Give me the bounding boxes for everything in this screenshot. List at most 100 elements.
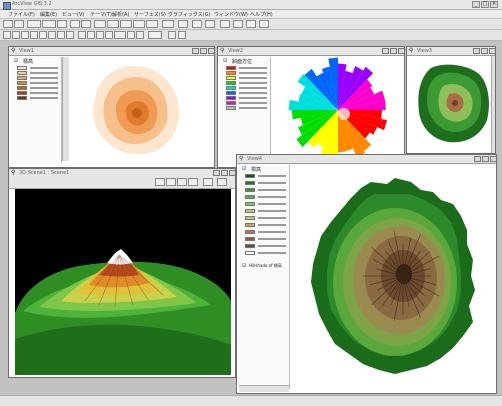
draw-tool-dropdown[interactable]: [114, 31, 126, 39]
view1-window[interactable]: ⚲ View1 ☑ 標高: [8, 46, 215, 168]
legend-swatch[interactable]: [245, 223, 255, 227]
view3-close-button[interactable]: [489, 48, 495, 54]
legend-swatch[interactable]: [226, 106, 236, 110]
zoom-previous-button[interactable]: [162, 20, 174, 28]
legend-swatch[interactable]: [226, 96, 236, 100]
query-builder-button[interactable]: [81, 20, 91, 28]
help-button[interactable]: [205, 20, 215, 28]
hotlink-tool[interactable]: [78, 31, 86, 39]
view3-minimize-button[interactable]: [473, 48, 480, 54]
zoom-to-themes-button[interactable]: [107, 20, 119, 28]
menu-graphics[interactable]: グラフィックス(G): [168, 12, 211, 18]
view4-table-of-contents[interactable]: ☑ 標高 ☑ Hillshade of 標高: [239, 165, 290, 389]
zoom-out-button[interactable]: [146, 20, 158, 28]
legend-swatch[interactable]: [226, 71, 236, 75]
view3-title-bar[interactable]: ⚲ View3: [407, 47, 495, 56]
zoom-in-tool[interactable]: [39, 31, 47, 39]
menu-file[interactable]: ファイル(F): [8, 12, 35, 18]
view3-scrollbar[interactable]: [491, 56, 495, 153]
label-tool[interactable]: [96, 31, 104, 39]
theme-checkbox[interactable]: ☑: [14, 58, 19, 64]
text-tool[interactable]: [105, 31, 113, 39]
scene-zoom-button[interactable]: [166, 178, 176, 186]
scene-navigate-button[interactable]: [155, 178, 165, 186]
view1-title-bar[interactable]: ⚲ View1: [9, 47, 214, 56]
legend-swatch[interactable]: [245, 188, 255, 192]
view1-close-button[interactable]: [208, 48, 214, 54]
legend-swatch[interactable]: [245, 237, 255, 241]
view1-map-canvas[interactable]: [63, 56, 206, 161]
zoom-to-selected-button[interactable]: [120, 20, 132, 28]
legend-swatch[interactable]: [245, 181, 255, 185]
zoom-out-tool[interactable]: [48, 31, 56, 39]
view3-window[interactable]: ⚲ View3: [406, 46, 496, 154]
edit-legend-button[interactable]: [42, 20, 56, 28]
view2-close-button[interactable]: [398, 48, 404, 54]
legend-swatch[interactable]: [17, 76, 27, 80]
vertex-edit-tool[interactable]: [21, 31, 29, 39]
view2-maximize-button[interactable]: [390, 48, 397, 54]
legend-swatch[interactable]: [17, 71, 27, 75]
menu-analysis[interactable]: 解析(A): [112, 12, 130, 18]
view4-legend-hscrollbar[interactable]: [239, 385, 289, 392]
menu-help[interactable]: ヘルプ(H): [250, 12, 273, 18]
legend-swatch[interactable]: [245, 202, 255, 206]
scene-minimize-button[interactable]: [213, 170, 220, 176]
clear-selection-button[interactable]: [192, 20, 202, 28]
pointer-tool[interactable]: [3, 31, 11, 39]
view4-title-bar[interactable]: ⚲ View4: [237, 155, 496, 164]
legend-swatch[interactable]: [226, 91, 236, 95]
theme-checkbox[interactable]: ☑: [242, 263, 247, 269]
legend-swatch[interactable]: [245, 209, 255, 213]
add-theme-button[interactable]: [14, 20, 24, 28]
legend-swatch[interactable]: [245, 216, 255, 220]
legend-swatch[interactable]: [226, 76, 236, 80]
view4-maximize-button[interactable]: [482, 156, 489, 162]
legend-swatch[interactable]: [226, 86, 236, 90]
legend-swatch[interactable]: [245, 174, 255, 178]
scene-full-extent-button[interactable]: [203, 178, 213, 186]
hotlink-button[interactable]: [233, 20, 243, 28]
legend-swatch[interactable]: [226, 81, 236, 85]
menu-surface[interactable]: サーフェス(S): [134, 12, 166, 18]
theme-checkbox[interactable]: ☑: [242, 166, 247, 172]
view2-title-bar[interactable]: ⚲ View2: [218, 47, 404, 56]
legend-swatch[interactable]: [245, 244, 255, 248]
open-table-button[interactable]: [57, 20, 67, 28]
close-button[interactable]: ×: [490, 1, 498, 8]
view2-minimize-button[interactable]: [382, 48, 389, 54]
view1-legend-scrollbar[interactable]: [62, 57, 69, 161]
area-of-interest-tool[interactable]: [87, 31, 95, 39]
legend-swatch[interactable]: [17, 91, 27, 95]
spot-tool[interactable]: [168, 31, 176, 39]
view4-map-canvas[interactable]: [291, 164, 493, 390]
zoom-in-button[interactable]: [133, 20, 145, 28]
scene-3d-window[interactable]: ⚲ 3D Scene1 : Scene1: [8, 168, 236, 378]
legend-swatch[interactable]: [17, 96, 27, 100]
view2-window[interactable]: ⚲ View2 ☑ 斜面方位: [217, 46, 405, 168]
identify-tool[interactable]: [12, 31, 20, 39]
view3-map-canvas[interactable]: [409, 56, 493, 152]
legend-swatch[interactable]: [17, 66, 27, 70]
legend-swatch[interactable]: [226, 101, 236, 105]
minimize-button[interactable]: _: [472, 1, 480, 8]
zoom-full-extent-button[interactable]: [94, 20, 106, 28]
refresh-button[interactable]: [259, 20, 269, 28]
menu-theme[interactable]: テーマ(T): [90, 12, 112, 18]
menu-edit[interactable]: 編集(E): [40, 12, 58, 18]
legend-swatch[interactable]: [226, 66, 236, 70]
legend-swatch[interactable]: [245, 230, 255, 234]
view2-table-of-contents[interactable]: ☑ 斜面方位: [220, 57, 271, 163]
scene-close-button[interactable]: [229, 170, 235, 176]
view1-minimize-button[interactable]: [192, 48, 199, 54]
scale-field[interactable]: [148, 31, 162, 39]
scene-maximize-button[interactable]: [221, 170, 228, 176]
maximize-button[interactable]: □: [481, 1, 489, 8]
view4-minimize-button[interactable]: [474, 156, 481, 162]
select-feature-tool[interactable]: [30, 31, 38, 39]
select-features-button[interactable]: [178, 20, 188, 28]
line-of-sight-tool[interactable]: [178, 31, 186, 39]
menu-view[interactable]: ビュー(V): [62, 12, 85, 18]
view4-window[interactable]: ⚲ View4 ☑ 標高 ☑ Hillshade of 標高: [236, 154, 497, 394]
pan-tool[interactable]: [57, 31, 65, 39]
